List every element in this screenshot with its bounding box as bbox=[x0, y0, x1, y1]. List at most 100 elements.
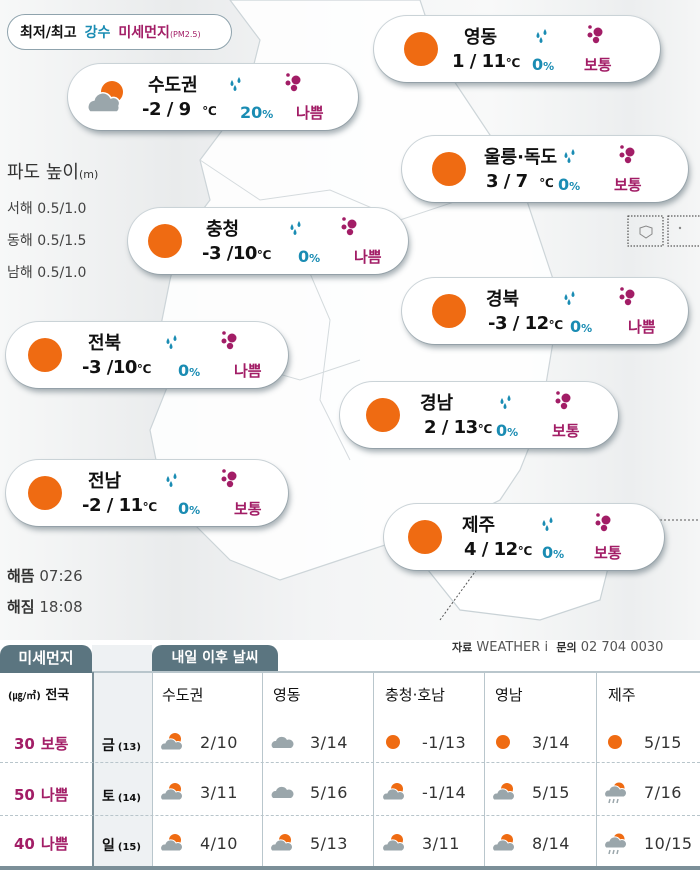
dust-value-fri: 30 보통 bbox=[14, 735, 69, 753]
row-divider bbox=[0, 762, 700, 763]
forecast-temp: 3/11 bbox=[200, 782, 238, 802]
sunny-icon bbox=[382, 732, 406, 752]
wave-row-east: 동해 0.5/1.5 bbox=[7, 233, 87, 249]
region-name: 경남 bbox=[420, 393, 454, 414]
region-card-jeonbuk: 전북 -3 /10℃ 0% 나쁨 bbox=[6, 322, 288, 388]
region-name: 전남 bbox=[88, 471, 122, 492]
dust-particle-icon bbox=[341, 217, 357, 236]
forecast-cell: 2/10 bbox=[160, 727, 238, 757]
divider bbox=[92, 672, 94, 867]
sunny-icon bbox=[604, 732, 628, 752]
sun-icon bbox=[148, 224, 182, 258]
dust-particle-icon bbox=[595, 513, 611, 532]
region-precip: 0% bbox=[558, 175, 581, 194]
forecast-cell: 5/16 bbox=[270, 777, 348, 807]
region-name: 충청 bbox=[206, 219, 240, 240]
forecast-temp: 3/14 bbox=[532, 732, 570, 752]
dust-particle-icon bbox=[587, 25, 603, 44]
day-label-fri: 금 (13) bbox=[102, 738, 141, 754]
region-card-gyeongnam: 경남 2 / 13℃ 0% 보통 bbox=[340, 382, 618, 448]
sun-icon bbox=[432, 294, 466, 328]
partly-cloudy-icon bbox=[492, 833, 516, 853]
raindrop-icon bbox=[536, 29, 547, 43]
region-dust-level: 나쁨 bbox=[234, 362, 262, 380]
region-temp: 3 / 7 ℃ bbox=[486, 171, 554, 192]
raindrop-icon bbox=[166, 335, 177, 349]
partly-cloudy-icon bbox=[160, 782, 184, 802]
region-card-jeonnam: 전남 -2 / 11℃ 0% 보통 bbox=[6, 460, 288, 526]
legend-dust: 미세먼지(PM2.5) bbox=[118, 25, 201, 41]
region-dust-level: 나쁨 bbox=[628, 318, 656, 336]
forecast-temp: 10/15 bbox=[644, 833, 693, 853]
header-divider bbox=[92, 671, 700, 673]
forecast-cell: 5/13 bbox=[270, 828, 348, 858]
forecast-temp: 5/16 bbox=[310, 782, 348, 802]
forecast-cell: 5/15 bbox=[492, 777, 570, 807]
region-dust-level: 나쁨 bbox=[354, 248, 382, 266]
raindrop-icon bbox=[564, 291, 575, 305]
region-card-ulleung-dokdo: 울릉·독도 3 / 7 ℃ 0% 보통 bbox=[402, 136, 688, 202]
dust-particle-icon bbox=[285, 73, 301, 92]
forecast-temp: 5/15 bbox=[644, 732, 682, 752]
cloudy-icon bbox=[270, 782, 294, 802]
forecast-temp: 8/14 bbox=[532, 833, 570, 853]
partly-cloudy-icon bbox=[382, 833, 406, 853]
raindrop-icon bbox=[500, 395, 511, 409]
sun-icon bbox=[408, 520, 442, 554]
region-name: 제주 bbox=[462, 515, 496, 536]
tab-future-weather: 내일 이후 날씨 bbox=[152, 645, 278, 672]
forecast-cell: 5/15 bbox=[604, 727, 682, 757]
column-header-jeju: 제주 bbox=[608, 686, 636, 704]
legend-minmax: 최저/최고 bbox=[20, 25, 77, 41]
forecast-cell: 10/15 bbox=[604, 828, 693, 858]
region-card-gyeongbuk: 경북 -3 / 12℃ 0% 나쁨 bbox=[402, 278, 688, 344]
day-label-sat: 토 (14) bbox=[102, 789, 141, 805]
forecast-temp: 2/10 bbox=[200, 732, 238, 752]
sun-icon bbox=[432, 152, 466, 186]
region-dust-level: 보통 bbox=[594, 544, 622, 562]
partly-cloudy-icon bbox=[270, 833, 294, 853]
dust-particle-icon bbox=[221, 469, 237, 488]
forecast-cell: 3/11 bbox=[160, 777, 238, 807]
wave-height-title: 파도 높이(m) bbox=[7, 162, 99, 183]
legend: 최저/최고 강수 미세먼지(PM2.5) bbox=[7, 14, 232, 50]
region-name: 울릉·독도 bbox=[484, 147, 558, 168]
region-card-sudogwon: 수도권 -2 / 9 ℃ 20% 나쁨 bbox=[68, 64, 358, 130]
dust-value-sun: 40 나쁨 bbox=[14, 835, 69, 853]
divider bbox=[484, 672, 485, 867]
tab-fine-dust: 미세먼지 bbox=[0, 645, 92, 672]
legend-precip: 강수 bbox=[84, 25, 111, 41]
day-label-sun: 일 (15) bbox=[102, 838, 141, 854]
region-name: 전북 bbox=[88, 333, 122, 354]
region-card-yeongdong: 영동 1 / 11℃ 0% 보통 bbox=[374, 16, 660, 82]
region-temp: -3 / 12℃ bbox=[488, 313, 563, 334]
sun-icon bbox=[28, 476, 62, 510]
forecast-temp: 4/10 bbox=[200, 833, 238, 853]
region-dust-level: 보통 bbox=[584, 56, 612, 74]
dust-value-sat: 50 나쁨 bbox=[14, 786, 69, 804]
region-precip: 0% bbox=[496, 421, 519, 440]
partly-cloudy-icon bbox=[492, 782, 516, 802]
raindrop-icon bbox=[542, 517, 553, 531]
forecast-temp: 3/11 bbox=[422, 833, 460, 853]
dust-particle-icon bbox=[619, 287, 635, 306]
cloudy-icon bbox=[270, 732, 294, 752]
region-temp: -2 / 9 ℃ bbox=[142, 99, 217, 120]
dust-header: (㎍/㎥) 전국 bbox=[8, 688, 70, 703]
sunrise: 해뜸 07:26 bbox=[7, 567, 83, 585]
region-dust-level: 보통 bbox=[552, 422, 580, 440]
partly-cloudy-rain-icon bbox=[604, 782, 628, 804]
row-divider bbox=[0, 815, 700, 816]
region-precip: 0% bbox=[178, 499, 201, 518]
region-temp: 2 / 13℃ bbox=[424, 417, 492, 438]
region-precip: 0% bbox=[298, 247, 321, 266]
wave-row-south: 남해 0.5/1.0 bbox=[7, 265, 87, 281]
forecast-temp: 5/13 bbox=[310, 833, 348, 853]
partly-cloudy-icon bbox=[84, 78, 126, 118]
sun-icon bbox=[404, 32, 438, 66]
region-precip: 0% bbox=[570, 317, 593, 336]
forecast-cell: 3/14 bbox=[492, 727, 570, 757]
source-credit: 자료 WEATHER i 문의 02 704 0030 bbox=[452, 640, 664, 655]
forecast-cell: 8/14 bbox=[492, 828, 570, 858]
partly-cloudy-icon bbox=[160, 833, 184, 853]
